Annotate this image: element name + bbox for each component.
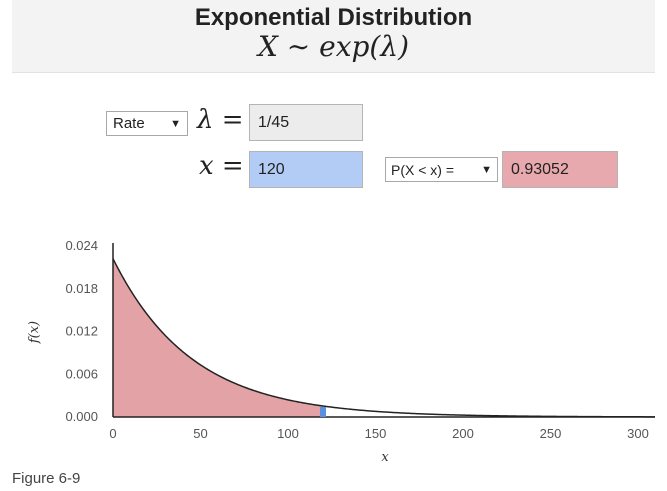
x-tick-label: 150 bbox=[365, 426, 387, 441]
distribution-formula: X ∼ exp(λ) bbox=[257, 30, 410, 63]
y-tick-label: 0.024 bbox=[65, 238, 98, 253]
probability-result-field: 0.93052 bbox=[502, 151, 618, 188]
y-tick-label: 0.000 bbox=[65, 409, 98, 424]
density-curve bbox=[112, 258, 655, 418]
density-chart: 0.000 0.006 0.012 0.018 0.024 0 50 100 150 200 25… bbox=[27, 238, 655, 465]
probability-result-value: 0.93052 bbox=[511, 160, 569, 178]
y-tick-label: 0.018 bbox=[65, 281, 98, 296]
x-tick-label: 0 bbox=[109, 426, 116, 441]
x-input[interactable] bbox=[249, 151, 363, 188]
parameter-type-select[interactable]: Rate ▼ bbox=[106, 111, 188, 136]
x-cutoff-marker[interactable] bbox=[320, 407, 326, 417]
chevron-down-icon: ▼ bbox=[481, 163, 492, 176]
probability-type-value: P(X < x) = bbox=[391, 161, 455, 178]
x-axis-title: x bbox=[381, 450, 389, 465]
probability-type-select[interactable]: P(X < x) = ▼ bbox=[385, 157, 498, 182]
header: Exponential Distribution X ∼ exp(λ) bbox=[12, 0, 655, 73]
x-axis-ticks: 0 50 100 150 200 250 300 bbox=[109, 426, 648, 441]
lambda-input[interactable] bbox=[249, 104, 363, 141]
parameter-type-value: Rate bbox=[113, 115, 145, 132]
calculator-panel: Exponential Distribution X ∼ exp(λ) Rate… bbox=[12, 0, 655, 467]
chevron-down-icon: ▼ bbox=[170, 117, 181, 130]
x-input-field[interactable] bbox=[258, 160, 354, 179]
lambda-label: λ = bbox=[197, 105, 244, 135]
lambda-input-field[interactable] bbox=[258, 113, 354, 132]
x-tick-label: 100 bbox=[277, 426, 299, 441]
x-label: x = bbox=[199, 151, 244, 181]
x-tick-label: 50 bbox=[193, 426, 207, 441]
x-tick-label: 250 bbox=[540, 426, 562, 441]
y-axis-title: f(x) bbox=[27, 321, 42, 344]
x-tick-label: 300 bbox=[627, 426, 649, 441]
y-axis-ticks: 0.000 0.006 0.012 0.018 0.024 bbox=[65, 238, 98, 424]
page-title: Exponential Distribution bbox=[194, 4, 473, 31]
y-tick-label: 0.006 bbox=[65, 366, 98, 381]
figure-caption: Figure 6-9 bbox=[12, 470, 81, 487]
shaded-probability-area bbox=[113, 258, 323, 417]
y-tick-label: 0.012 bbox=[65, 324, 98, 339]
x-tick-label: 200 bbox=[452, 426, 474, 441]
